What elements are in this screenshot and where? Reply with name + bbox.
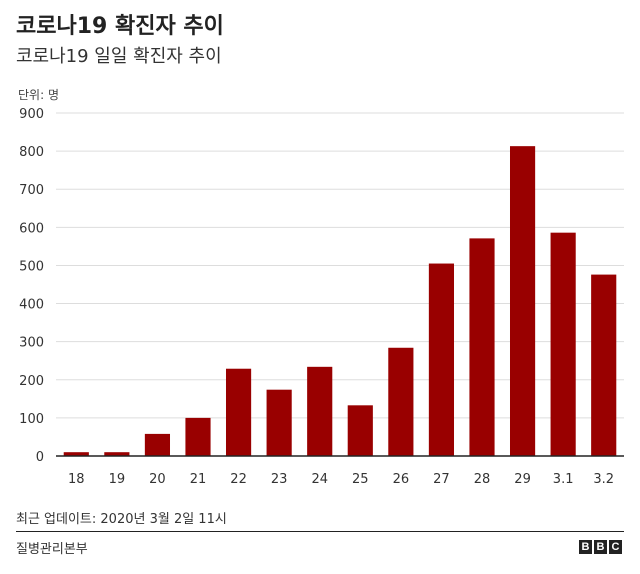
y-tick-label: 800 [19,145,44,160]
y-tick-label: 500 [19,259,44,274]
bar [388,347,414,456]
y-tick-label: 400 [19,298,44,313]
bar [550,232,576,456]
x-tick-label: 29 [514,472,531,487]
x-tick-label: 26 [393,472,410,487]
x-tick-label: 20 [149,472,166,487]
bar [509,146,536,456]
bbc-logo-letter: B [594,540,607,554]
bar-chart: 0 100 200 300 400 500 600 700 800 900 18 19 20 21 22 23… [19,107,624,487]
chart-subtitle: 코로나19 일일 확진자 추이 [16,46,222,67]
x-tick-label: 23 [271,472,288,487]
bar [144,433,171,456]
y-tick-label: 600 [19,221,44,236]
bbc-logo: B B C [579,540,622,554]
y-tick-label: 200 [19,374,44,389]
footer-divider [16,531,624,532]
bar [469,238,495,456]
bbc-logo-letter: B [579,540,592,554]
y-tick-label: 300 [19,336,44,351]
x-tick-label: 3.2 [593,472,614,487]
bar [591,274,617,456]
bar [428,263,455,456]
unit-label: 단위: 명 [18,88,59,102]
bbc-logo-letter: C [609,540,622,554]
bar [185,417,211,456]
x-tick-label: 18 [68,472,85,487]
y-tick-label: 100 [19,412,44,427]
bar [225,368,252,456]
x-tick-label: 24 [311,472,328,487]
bar [63,452,89,456]
x-tick-label: 19 [109,472,126,487]
x-tick-label: 28 [474,472,491,487]
x-tick-label: 21 [190,472,207,487]
bar [266,389,292,456]
bar [307,366,333,456]
x-tick-label: 27 [433,472,450,487]
bar [347,405,373,456]
chart-title: 코로나19 확진자 추이 [16,14,224,39]
x-tick-label: 3.1 [553,472,574,487]
bar [104,452,130,456]
x-tick-label: 25 [352,472,369,487]
y-tick-label: 900 [19,107,44,122]
source-label: 질병관리본부 [16,542,88,557]
x-tick-label: 22 [230,472,247,487]
update-note: 최근 업데이트: 2020년 3월 2일 11시 [16,512,227,527]
y-tick-label: 700 [19,183,44,198]
y-tick-label: 0 [36,450,44,465]
